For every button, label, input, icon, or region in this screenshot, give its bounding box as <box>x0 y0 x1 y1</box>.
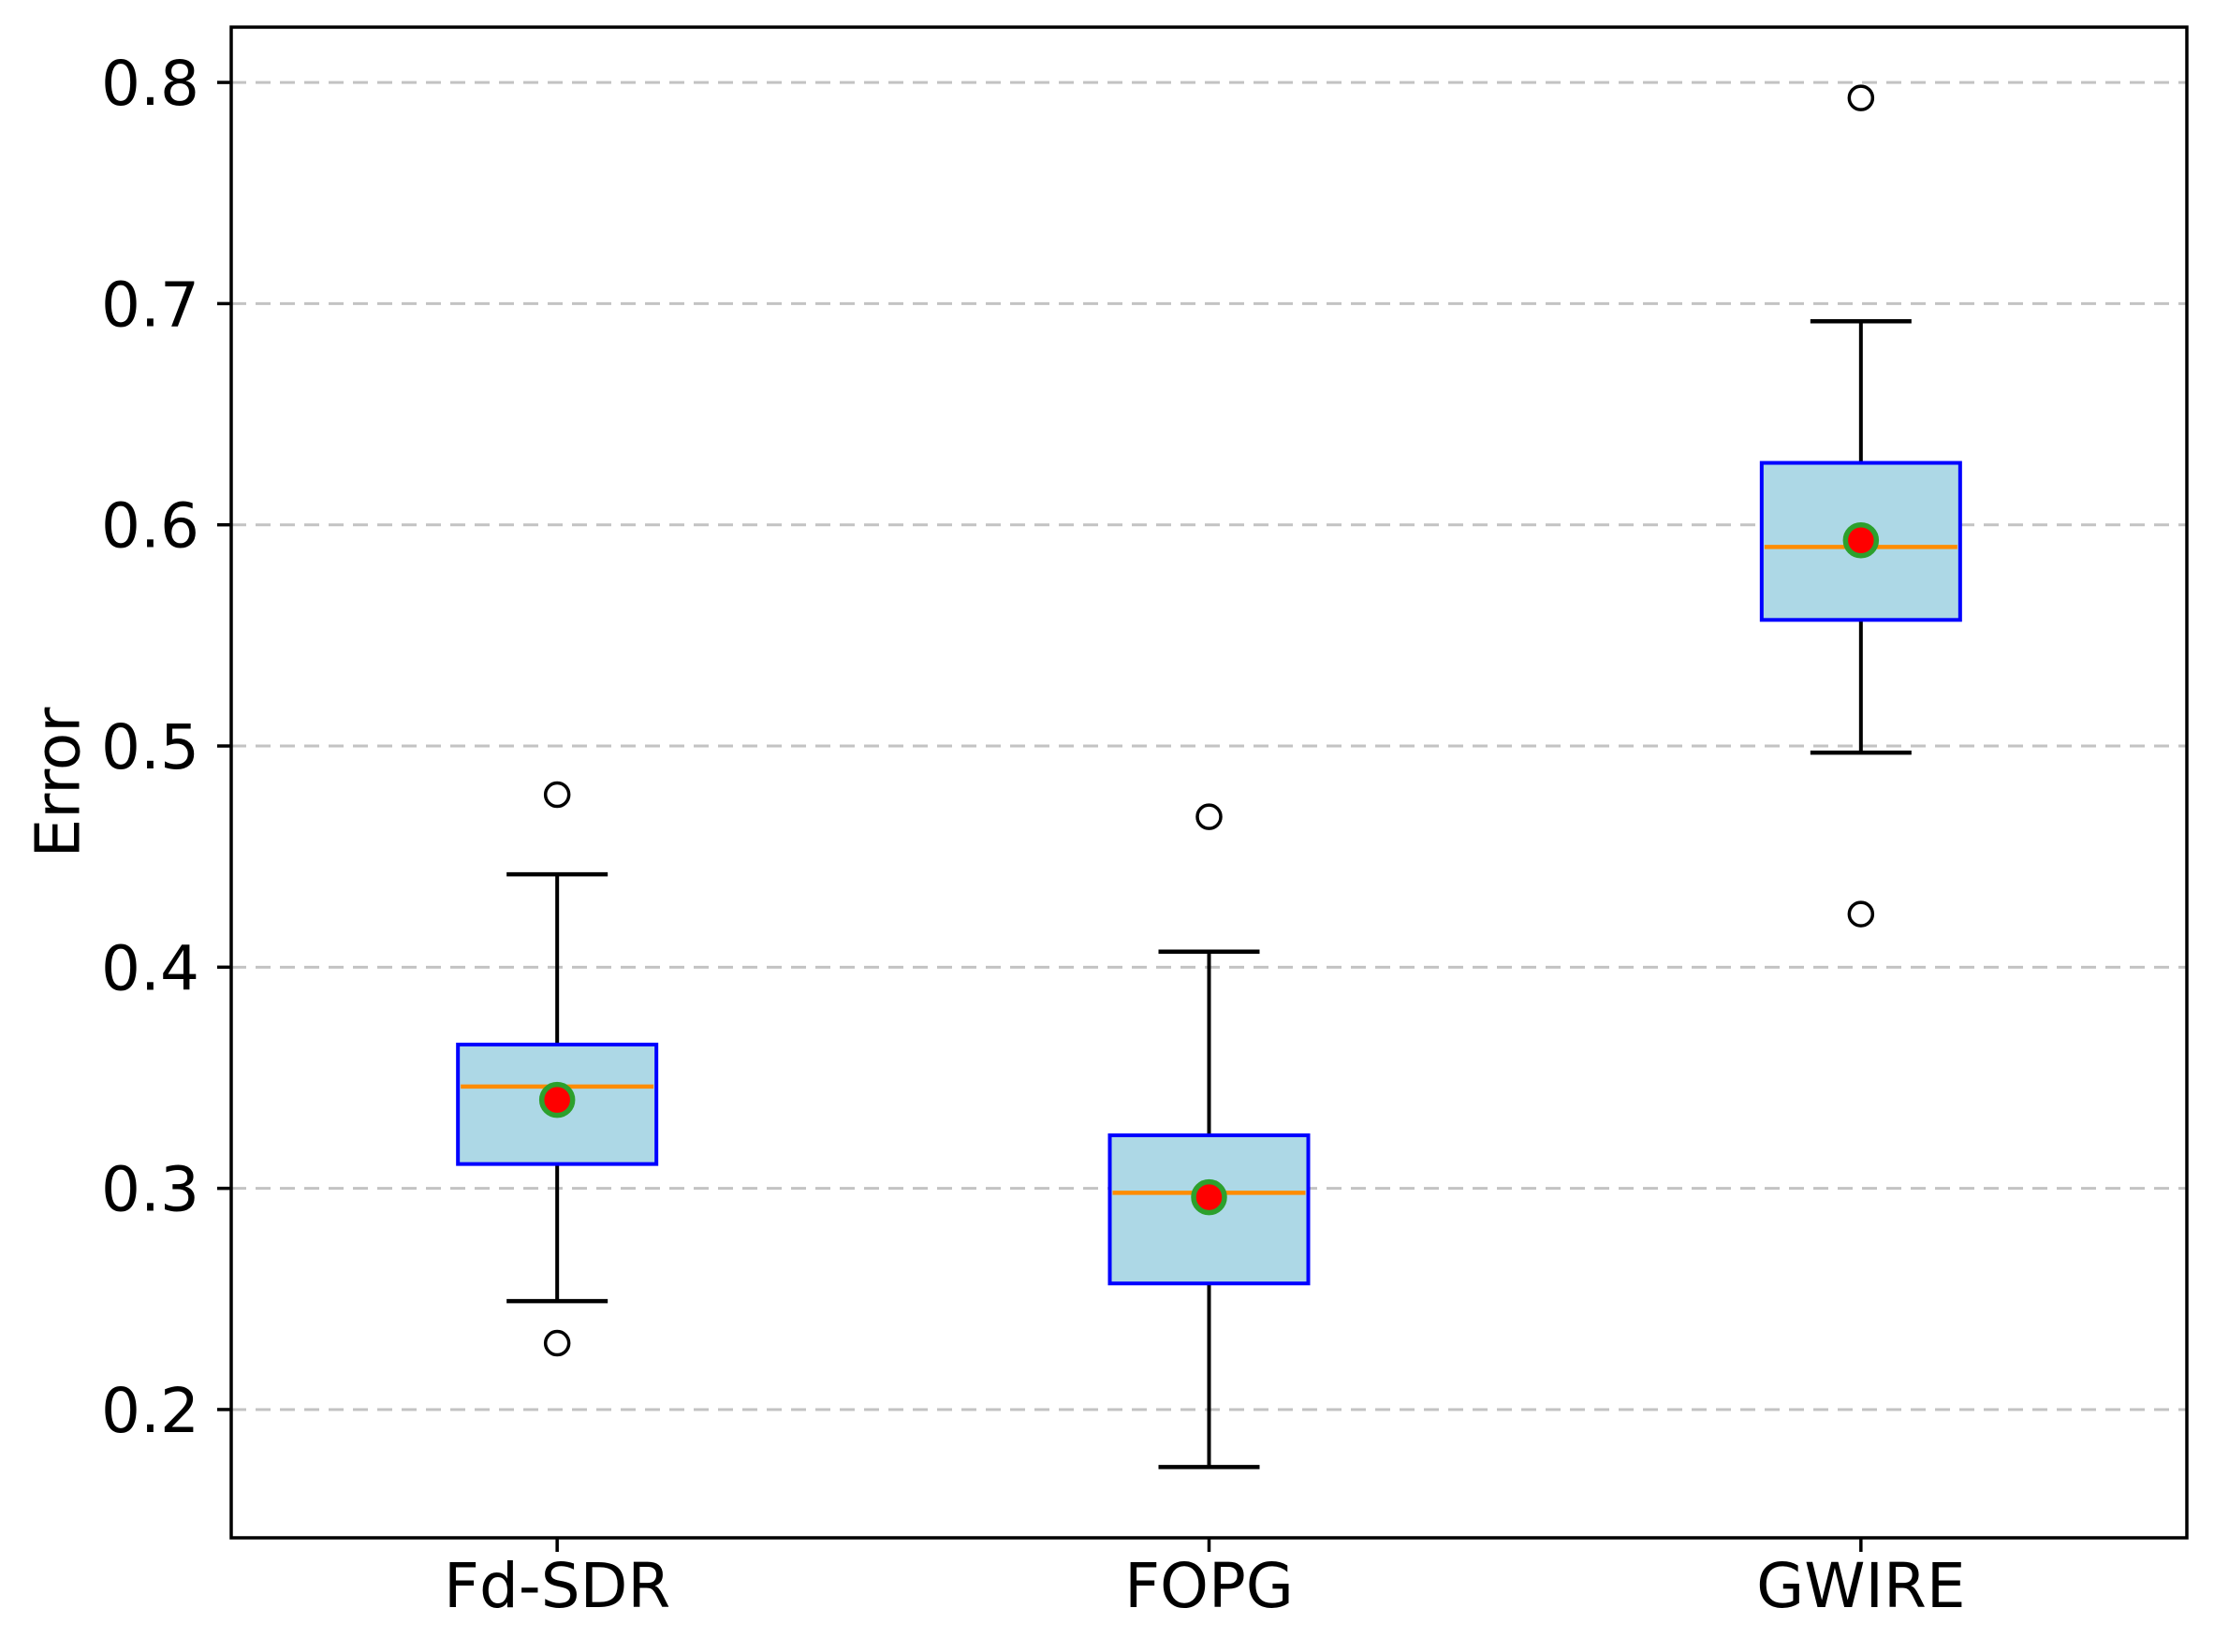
x-tick-label: FOPG <box>1124 1550 1294 1622</box>
y-tick-label: 0.5 <box>101 711 199 783</box>
mean-marker <box>1842 521 1880 559</box>
label-layer: 0.2 0.3 0.4 0.5 0.6 0.7 0.8 Fd-SDR FOPG GWIRE <box>101 48 1966 1622</box>
outlier-point <box>1847 900 1875 928</box>
y-tick-label: 0.4 <box>101 932 199 1004</box>
y-tick-label: 0.6 <box>101 490 199 563</box>
x-tick-label: Fd-SDR <box>444 1550 670 1622</box>
y-tick-label: 0.3 <box>101 1154 199 1226</box>
outlier-point <box>543 781 571 809</box>
y-tick-label: 0.8 <box>101 48 199 120</box>
axis-layer <box>217 25 2189 1552</box>
x-tick-label: GWIRE <box>1756 1550 1965 1622</box>
data-layer <box>456 84 1962 1469</box>
outlier-point <box>1847 84 1875 111</box>
outlier-point <box>1195 803 1223 830</box>
y-axis-label: Error <box>22 707 95 858</box>
mean-marker <box>538 1081 576 1118</box>
mean-marker <box>1191 1178 1227 1216</box>
y-tick-label: 0.2 <box>101 1375 199 1447</box>
outlier-point <box>543 1329 571 1357</box>
y-tick-label: 0.7 <box>101 269 199 341</box>
